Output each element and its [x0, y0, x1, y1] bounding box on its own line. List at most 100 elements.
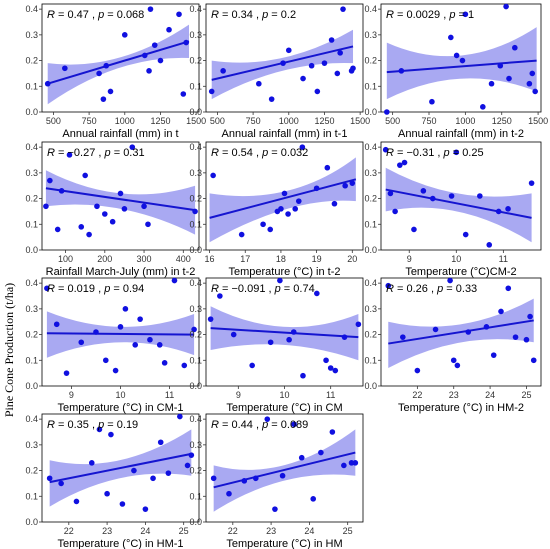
data-point — [210, 475, 217, 482]
stat-equals: = — [55, 9, 68, 21]
x-tick-label: 19 — [312, 254, 322, 264]
data-point — [177, 413, 183, 420]
stat-p-value: 0.2 — [281, 9, 296, 21]
y-tick-label: 0.1 — [189, 355, 202, 365]
y-tick-label: 0.2 — [189, 56, 202, 66]
stats-annotation: R = 0.0029 , p = 1 — [386, 9, 474, 21]
stat-r-symbol: R — [47, 9, 55, 21]
data-point — [324, 164, 331, 171]
data-point — [230, 331, 237, 338]
data-point — [384, 109, 390, 115]
regression-line — [213, 451, 356, 489]
data-point — [291, 421, 297, 428]
data-point — [268, 96, 275, 102]
data-point — [340, 6, 346, 12]
y-tick-label: 0.2 — [25, 330, 38, 340]
y-tick-label: 0.4 — [364, 142, 377, 152]
x-tick-label: 11 — [499, 254, 508, 264]
data-point — [100, 96, 107, 102]
y-tick-label: 0.3 — [189, 168, 202, 178]
data-point — [506, 75, 512, 82]
x-tick-label: 1000 — [455, 116, 475, 126]
y-tick-label: 0.1 — [189, 491, 202, 501]
data-point — [420, 188, 427, 194]
x-axis-title: Rainfall March-July (mm) in t-2 — [46, 266, 196, 278]
data-point — [314, 290, 320, 297]
x-axis-title: Temperature (°C)CM-2 — [405, 266, 516, 278]
data-point — [151, 42, 158, 48]
data-point — [512, 334, 519, 340]
panel-9: 0.0 0.1 0.2 0.3 0.4 22 23 24 25 Temperature (°C) … — [364, 277, 542, 414]
x-axis-title: Annual rainfall (mm) in t-1 — [222, 128, 348, 140]
data-point — [411, 226, 417, 233]
data-point — [207, 316, 214, 322]
data-point — [78, 224, 85, 230]
stat-p-symbol: p — [261, 9, 268, 21]
x-axis-title: Annual rainfall (mm) in t — [62, 128, 178, 140]
y-tick-label: 0.1 — [25, 81, 38, 91]
data-point — [295, 198, 302, 204]
stat-r-symbol: R — [386, 9, 394, 21]
data-point — [145, 221, 151, 228]
data-point — [102, 211, 108, 217]
stat-p-value: 0.25 — [462, 147, 483, 159]
data-point — [310, 496, 317, 502]
regression-line — [386, 59, 537, 74]
x-tick-label: 750 — [421, 116, 436, 126]
y-tick-label: 0.4 — [189, 278, 202, 288]
stat-equals: = — [455, 9, 468, 21]
data-point — [341, 462, 347, 469]
x-tick-label: 300 — [137, 254, 152, 264]
stats-annotation: R = 0.44 , p = 0.089 — [211, 419, 308, 431]
stats-annotation: R = 0.26 , p = 0.33 — [386, 283, 477, 295]
confidence-band — [388, 298, 534, 368]
panels: 0.0 0.1 0.2 0.3 0.4 500 750 1000 1250 1500 Annual … — [25, 3, 548, 549]
stat-separator: , — [253, 9, 262, 21]
x-tick-label: 1250 — [150, 116, 170, 126]
stat-equals: = — [281, 283, 294, 295]
data-point — [142, 506, 149, 512]
data-point — [73, 498, 80, 505]
stat-p-symbol: p — [436, 283, 443, 295]
data-point — [180, 91, 187, 97]
stat-r-value: 0.0029 — [407, 9, 441, 21]
y-tick-label: 0.2 — [25, 194, 38, 204]
stat-equals: = — [219, 9, 232, 21]
x-tick-label: 1500 — [186, 116, 206, 126]
data-point — [349, 180, 356, 186]
y-tick-label: 0.0 — [25, 107, 38, 117]
y-tick-label: 0.0 — [364, 107, 377, 117]
stat-r-value: 0.47 — [68, 9, 89, 21]
y-tick-label: 0.2 — [364, 56, 377, 66]
panel-5: 0.0 0.1 0.2 0.3 0.4 16 17 18 19 20 Temperature (°C… — [189, 141, 364, 278]
data-point — [43, 203, 49, 210]
data-point — [454, 362, 461, 369]
stats-annotation: R = −0.31 , p = 0.25 — [386, 147, 484, 159]
data-point — [512, 44, 518, 51]
data-point — [382, 146, 389, 153]
y-tick-label: 0.2 — [25, 466, 38, 476]
data-point — [462, 231, 469, 238]
y-tick-label: 0.4 — [25, 414, 38, 424]
stat-r-symbol: R — [211, 419, 219, 431]
data-point — [397, 162, 403, 168]
regression-line — [209, 178, 357, 219]
stat-equals: = — [55, 283, 68, 295]
stats-annotation: R = 0.54 , p = 0.032 — [211, 147, 308, 159]
panel-10: 0.0 0.1 0.2 0.3 0.4 22 23 24 25 Temperature (°C) … — [25, 413, 200, 549]
confidence-band — [47, 24, 190, 105]
data-point — [47, 177, 53, 184]
x-tick-label: 22 — [412, 390, 422, 400]
data-point — [53, 321, 60, 328]
data-point — [321, 60, 328, 66]
y-tick-label: 0.1 — [364, 81, 377, 91]
x-tick-label: 500 — [210, 116, 225, 126]
stat-equals: = — [394, 283, 407, 295]
y-tick-label: 0.0 — [189, 245, 202, 255]
stat-separator: , — [89, 419, 98, 431]
x-tick-label: 24 — [304, 526, 314, 536]
data-point — [392, 208, 398, 215]
data-point — [329, 429, 336, 435]
stat-r-value: 0.35 — [68, 419, 89, 431]
